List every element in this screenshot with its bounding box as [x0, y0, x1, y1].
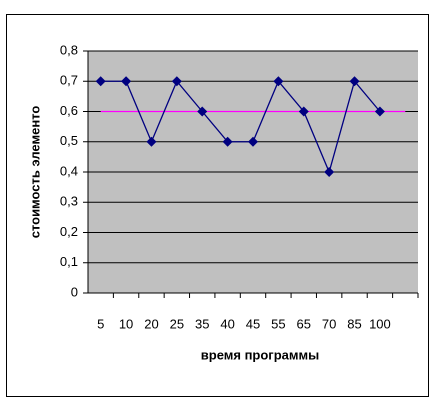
x-tick-label: 55 — [271, 316, 285, 331]
data-point — [324, 167, 335, 177]
x-tick-label: 40 — [220, 316, 234, 331]
x-tick-label: 25 — [170, 316, 184, 331]
y-tick-label: 0,8 — [60, 42, 78, 57]
data-point — [273, 76, 284, 87]
data-point — [248, 136, 258, 147]
y-tick-label: 0,6 — [60, 103, 78, 118]
x-tick-label: 70 — [322, 316, 336, 331]
x-tick-label: 10 — [119, 316, 133, 331]
y-tick-label: 0,1 — [60, 254, 78, 269]
data-point — [222, 136, 233, 147]
data-point — [146, 136, 157, 147]
y-axis-title: стоимость элементо — [27, 106, 42, 239]
x-tick-label: 35 — [195, 316, 209, 331]
x-tick-label: 20 — [144, 316, 158, 331]
y-tick-label: 0,2 — [60, 224, 78, 239]
series-line — [100, 79, 381, 174]
data-point — [349, 76, 360, 87]
x-tick-label: 5 — [97, 316, 104, 331]
y-tick-label: 0,7 — [60, 73, 78, 88]
data-point — [197, 106, 208, 117]
data-point — [95, 76, 106, 87]
y-tick-label: 0,4 — [60, 163, 78, 178]
x-tick-label: 100 — [369, 316, 391, 331]
x-tick-label: 45 — [246, 316, 260, 331]
y-tick-label: 0 — [71, 284, 78, 299]
y-tick-label: 0,5 — [60, 133, 78, 148]
data-point — [298, 106, 309, 117]
data-point — [171, 76, 182, 87]
y-tick-label: 0,3 — [60, 194, 78, 209]
data-point — [121, 76, 132, 87]
data-point — [374, 106, 385, 117]
x-tick-label: 85 — [347, 316, 361, 331]
x-tick-label: 65 — [297, 316, 311, 331]
x-axis-title: время программы — [201, 347, 319, 362]
